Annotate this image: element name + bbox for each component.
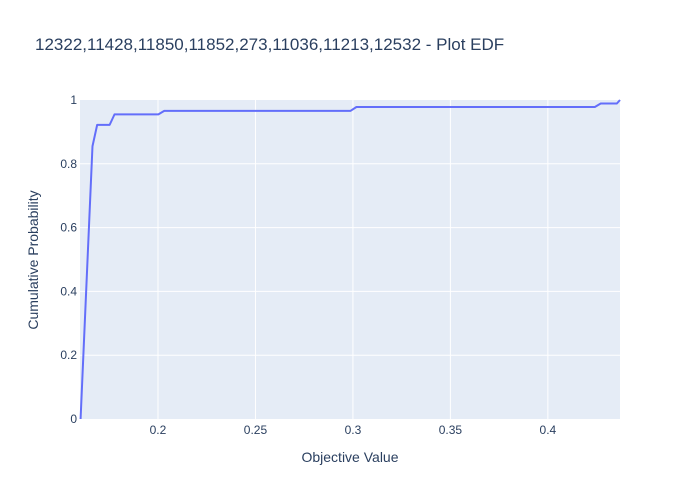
edf-line — [79, 99, 621, 420]
y-axis-title: Cumulative Probability — [25, 190, 41, 329]
y-tick-label: 0.6 — [60, 221, 77, 235]
grid-lines — [80, 100, 620, 419]
x-axis-title: Objective Value — [301, 449, 398, 465]
chart-title: 12322,11428,11850,11852,273,11036,11213,… — [35, 35, 504, 54]
series-lines — [79, 99, 621, 420]
plot-area — [80, 100, 620, 419]
x-tick-label: 0.2 — [150, 423, 167, 437]
x-tick-label: 0.3 — [345, 423, 362, 437]
y-tick-label: 1 — [70, 93, 77, 107]
y-tick-label: 0.2 — [60, 348, 77, 362]
x-tick-label: 0.35 — [439, 423, 463, 437]
y-tick-label: 0.8 — [60, 157, 77, 171]
y-tick-label: 0.4 — [60, 284, 77, 298]
x-tick-label: 0.4 — [540, 423, 557, 437]
x-tick-label: 0.25 — [244, 423, 268, 437]
tick-labels: 0.2 0.25 0.3 0.35 0.4 0 0.2 0.4 0.6 0.8 1 — [60, 93, 556, 437]
y-tick-label: 0 — [70, 412, 77, 426]
